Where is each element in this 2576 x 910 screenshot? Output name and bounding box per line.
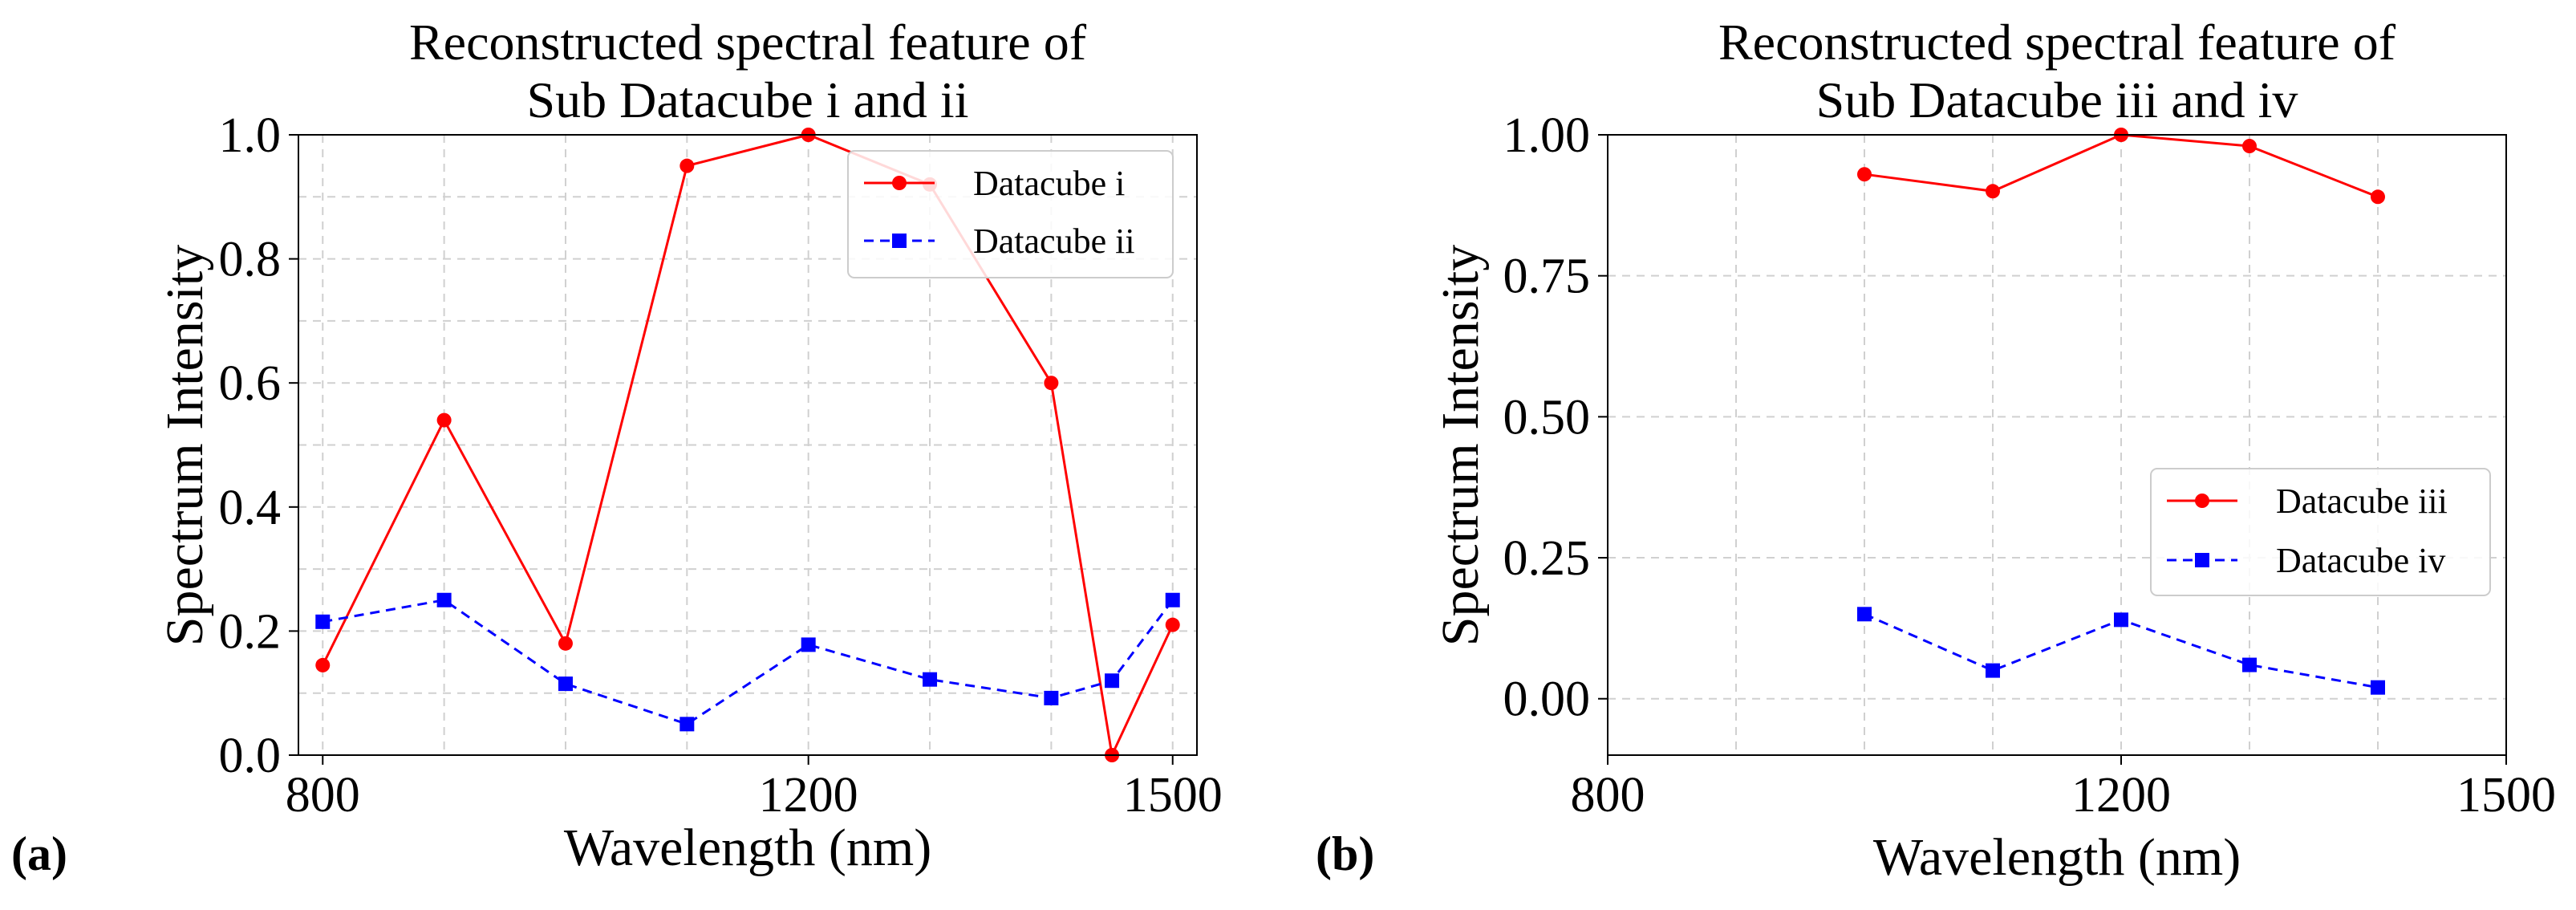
chart-a-yticks: 0.0 0.2 0.4 0.6 0.8 1.0 (219, 108, 298, 783)
panel-label-b: (b) (1316, 827, 1374, 880)
chart-b-legend-label-datacube-iii: Datacube iii (2276, 481, 2448, 521)
chart-b-series-1-point-1 (1986, 184, 2000, 199)
chart-b-series-2-point-4 (2371, 680, 2385, 695)
chart-b-xtick-label-1200: 1200 (2071, 768, 2171, 823)
chart-b-legend-marker-datacube-iv (2195, 553, 2209, 567)
chart-b-ytick-label-2: 0.50 (1503, 390, 1591, 445)
chart-a-ytick-label-3: 0.6 (219, 356, 282, 411)
chart-a-series-2-point-3 (679, 717, 695, 732)
chart-a-series-line-2 (323, 599, 1174, 726)
chart-b-legend-label-datacube-iv: Datacube iv (2276, 541, 2445, 580)
chart-a-xtick-label-1500: 1500 (1123, 768, 1223, 823)
chart-b-axes-frame (1607, 134, 2507, 756)
chart-a-axes-frame (298, 134, 1198, 756)
chart-b-series-2-point-1 (1986, 663, 2000, 678)
chart-a-series-2-point-6 (1044, 690, 1059, 705)
chart-a-legend-label-datacube-ii: Datacube ii (973, 221, 1135, 261)
chart-b: 800 1200 1500 0.00 0.25 0.50 0.75 1.00 Reconst… (1316, 14, 2556, 887)
chart-b-legend: Datacube iii Datacube iv (2150, 468, 2491, 596)
chart-a-title-line2: Sub Datacube i and ii (527, 71, 969, 128)
chart-b-xticks: 800 1200 1500 (1571, 755, 2556, 823)
panel-label-a: (a) (11, 827, 67, 880)
chart-a-series-2-point-0 (315, 614, 331, 629)
chart-a-series-2-point-4 (801, 637, 816, 652)
chart-b-title-line1: Reconstructed spectral feature of (1718, 14, 2396, 71)
chart-a-series-1-point-3 (679, 158, 695, 173)
chart-b-series-2-point-2 (2114, 612, 2128, 628)
chart-a-ytick-label-0: 0.0 (219, 729, 282, 783)
chart-a-series-1-point-2 (558, 636, 573, 651)
chart-a-ytick-label-2: 0.4 (219, 481, 282, 535)
chart-a: 800 1200 1500 0.0 0.2 0.4 0.6 0.8 1.0 Reconstru… (11, 14, 1223, 880)
chart-b-series-1-point-3 (2242, 139, 2257, 154)
chart-a-ytick-label-1: 0.2 (219, 604, 282, 659)
chart-a-xlabel: Wavelength (nm) (564, 819, 931, 877)
chart-b-grid (1608, 135, 2506, 755)
chart-a-series-1-point-8 (1165, 617, 1180, 632)
chart-a-ytick-label-5: 1.0 (219, 108, 282, 163)
chart-a-grid (298, 134, 1197, 755)
chart-b-ytick-label-0: 0.00 (1503, 672, 1591, 727)
chart-a-legend-marker-datacube-i (892, 176, 907, 190)
chart-a-series-2-point-7 (1105, 673, 1120, 689)
chart-b-ytick-label-1: 0.25 (1503, 531, 1591, 586)
chart-a-xtick-label-800: 800 (286, 768, 360, 823)
chart-a-series-1-point-6 (1044, 376, 1059, 391)
chart-a-series-1-point-0 (315, 657, 331, 672)
chart-a-xtick-label-1200: 1200 (759, 768, 858, 823)
chart-b-title-line2: Sub Datacube iii and iv (1816, 71, 2298, 128)
chart-b-xtick-label-800: 800 (1571, 768, 1645, 823)
chart-a-series-2-point-8 (1165, 592, 1180, 607)
chart-b-series-1-point-4 (2371, 189, 2385, 205)
chart-b-series-2-point-0 (1857, 607, 1872, 622)
chart-a-title-line1: Reconstructed spectral feature of (409, 14, 1087, 71)
chart-b-ytick-label-4: 1.00 (1503, 108, 1591, 163)
chart-a-legend-marker-datacube-ii (892, 234, 907, 248)
chart-b-legend-marker-datacube-iii (2195, 494, 2209, 508)
chart-b-ytick-label-3: 0.75 (1503, 250, 1591, 304)
chart-a-legend-label-datacube-i: Datacube i (973, 164, 1125, 203)
chart-a-ytick-label-4: 0.8 (219, 233, 282, 287)
chart-b-yticks: 0.00 0.25 0.50 0.75 1.00 (1503, 108, 1608, 727)
chart-b-ylabel: Spectrum Intensity (1431, 245, 1490, 646)
chart-a-ylabel: Spectrum Intensity (156, 245, 214, 646)
chart-b-xlabel: Wavelength (nm) (1873, 828, 2241, 887)
chart-a-legend: Datacube i Datacube ii (847, 150, 1174, 278)
chart-a-series-2-point-2 (558, 676, 573, 692)
chart-a-xticks: 800 1200 1500 (286, 755, 1223, 823)
chart-a-series-1-point-1 (436, 412, 452, 428)
chart-b-xtick-label-1500: 1500 (2456, 768, 2556, 823)
chart-b-series-2-point-3 (2242, 657, 2257, 672)
chart-a-series-2-point-1 (436, 592, 452, 607)
chart-b-series-1-point-0 (1857, 167, 1872, 182)
chart-a-series-2-point-5 (923, 672, 938, 687)
